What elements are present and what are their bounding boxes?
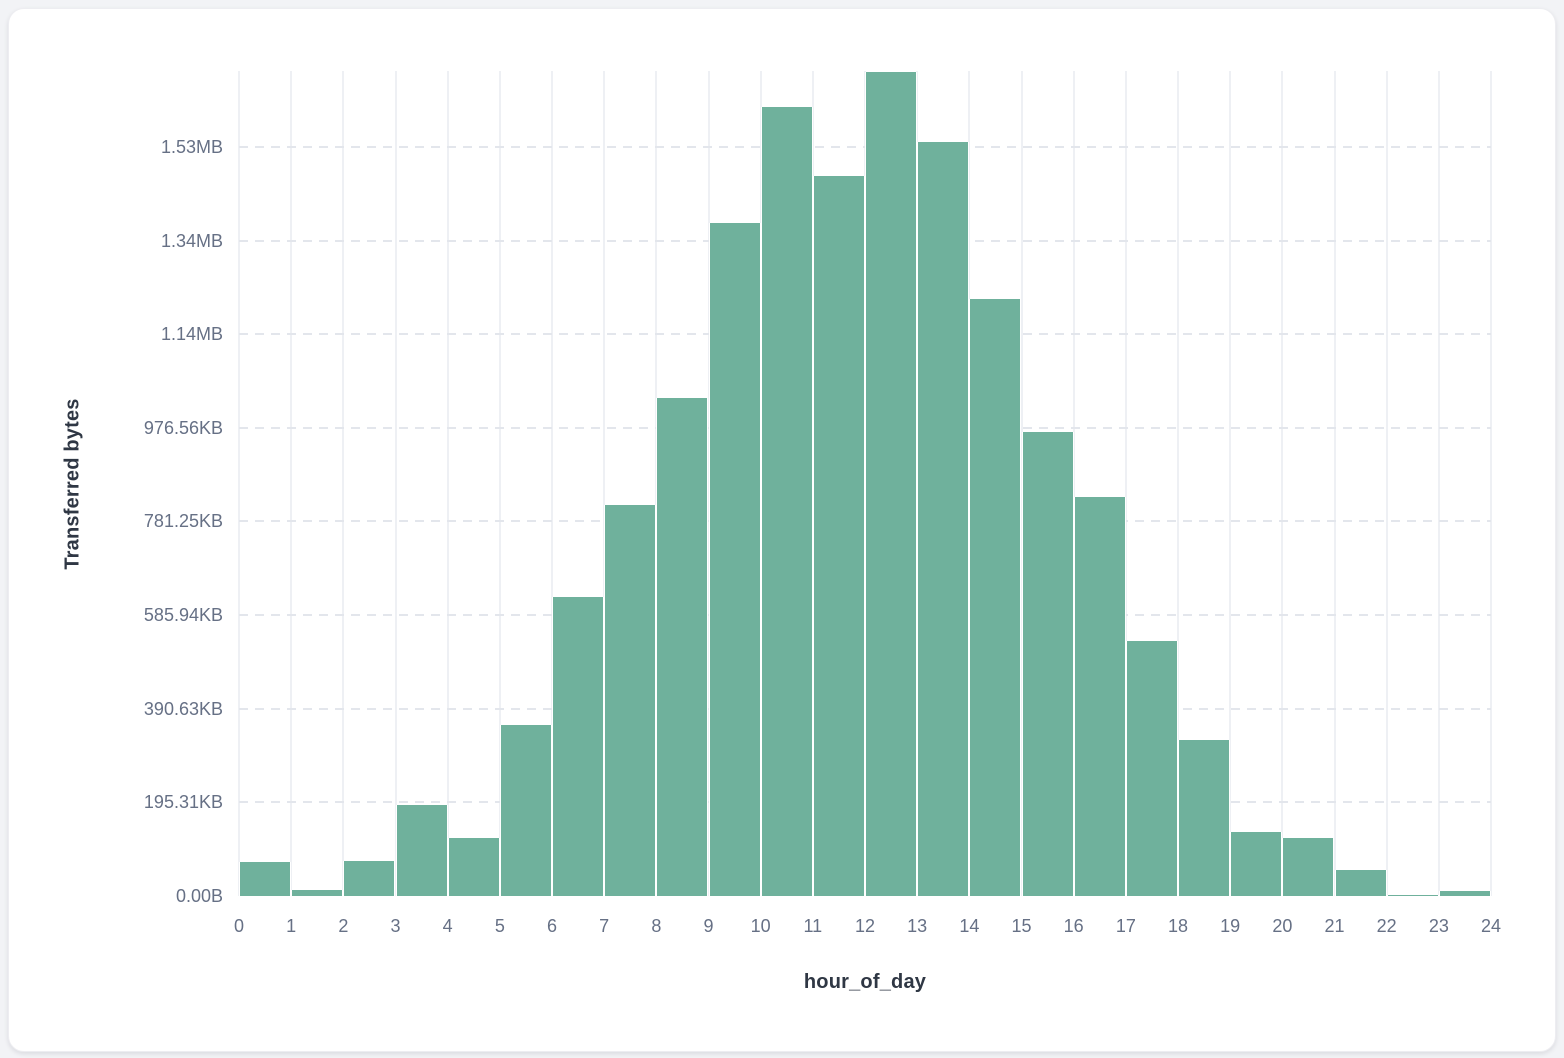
histogram-bar-hour-3[interactable] [395, 804, 448, 896]
vertical-gridline [1072, 71, 1075, 896]
vertical-gridline [1124, 71, 1127, 896]
x-tick-label: 5 [494, 916, 505, 936]
histogram-bar-hour-23[interactable] [1438, 891, 1491, 896]
x-tick-label: 3 [390, 916, 401, 936]
histogram-bar-hour-12[interactable] [865, 72, 918, 896]
x-tick-label: 2 [338, 916, 349, 936]
x-tick-label: 9 [703, 916, 714, 936]
y-tick-label: 1.34MB [160, 230, 223, 251]
histogram-bar-hour-21[interactable] [1334, 870, 1387, 896]
vertical-gridline [342, 71, 345, 896]
histogram-bar-hour-2[interactable] [343, 860, 396, 896]
x-tick-label: 8 [651, 916, 662, 936]
chart-card: Transferred bytes 0.00B 195.31KB 390.63KB 5… [8, 8, 1556, 1052]
vertical-gridline [1437, 71, 1440, 896]
vertical-gridline [1490, 71, 1492, 896]
x-tick-label: 15 [1011, 916, 1032, 936]
x-tick-label: 7 [599, 916, 610, 936]
vertical-gridline [1281, 71, 1284, 896]
histogram-bar-hour-13[interactable] [917, 142, 970, 896]
vertical-gridline [238, 71, 240, 896]
histogram-bar-hour-14[interactable] [969, 298, 1022, 896]
y-tick-label: 976.56KB [143, 417, 223, 438]
histogram-bar-hour-5[interactable] [499, 724, 552, 896]
histogram-bar-hour-22[interactable] [1386, 895, 1439, 896]
y-tick-label: 1.14MB [160, 324, 223, 345]
vertical-gridline [603, 71, 606, 896]
histogram-bar-hour-20[interactable] [1282, 838, 1335, 896]
y-tick-label: 390.63KB [143, 698, 223, 719]
histogram-bar-hour-16[interactable] [1073, 496, 1126, 896]
histogram-bar-hour-4[interactable] [447, 837, 500, 896]
x-tick-label: 19 [1220, 916, 1241, 936]
x-tick-label: 18 [1167, 916, 1189, 936]
histogram-bar-hour-0[interactable] [239, 861, 292, 896]
histogram-bar-hour-9[interactable] [708, 222, 761, 896]
y-tick-label: 195.31KB [143, 792, 223, 813]
x-tick-label: 16 [1063, 916, 1084, 936]
x-tick-label: 22 [1376, 916, 1397, 936]
x-tick-label: 14 [959, 916, 980, 936]
x-axis-title: hour_of_day [803, 971, 927, 993]
histogram-bar-hour-17[interactable] [1125, 640, 1178, 896]
histogram-bar-hour-11[interactable] [812, 175, 865, 896]
y-tick-label: 1.53MB [160, 136, 223, 157]
x-tick-label: 20 [1272, 916, 1293, 936]
histogram-bar-hour-10[interactable] [760, 107, 813, 896]
x-tick-label: 11 [803, 916, 823, 936]
x-tick-label: 21 [1324, 916, 1345, 936]
histogram-plot-area [238, 71, 1492, 896]
histogram-bar-hour-15[interactable] [1021, 431, 1074, 896]
x-tick-label: 0 [233, 916, 244, 936]
vertical-gridline [1229, 71, 1232, 896]
vertical-gridline [1385, 71, 1388, 896]
x-tick-label: 24 [1480, 916, 1502, 936]
vertical-gridline [394, 71, 397, 896]
vertical-gridline [1333, 71, 1336, 896]
vertical-gridline [1177, 71, 1179, 896]
y-tick-label: 585.94KB [143, 605, 223, 626]
histogram-bar-hour-1[interactable] [291, 889, 344, 896]
x-tick-label: 10 [750, 916, 771, 936]
vertical-gridline [290, 71, 293, 896]
y-tick-label: 0.00B [175, 886, 223, 906]
histogram-bar-hour-7[interactable] [604, 504, 657, 896]
histogram-bar-hour-19[interactable] [1230, 831, 1283, 896]
x-tick-label: 17 [1115, 916, 1136, 936]
histogram-bar-hour-6[interactable] [552, 596, 605, 896]
x-tick-label: 13 [907, 916, 928, 936]
x-tick-label: 12 [854, 916, 876, 936]
vertical-gridline [551, 71, 553, 896]
x-tick-label: 6 [546, 916, 557, 936]
x-tick-label: 23 [1428, 916, 1449, 936]
x-tick-label: 1 [286, 916, 297, 936]
histogram-bar-hour-18[interactable] [1178, 740, 1231, 896]
histogram-bar-hour-8[interactable] [656, 397, 709, 896]
vertical-gridline [498, 71, 501, 896]
x-tick-label: 4 [442, 916, 453, 936]
y-tick-label: 781.25KB [143, 511, 223, 532]
vertical-gridline [446, 71, 449, 896]
